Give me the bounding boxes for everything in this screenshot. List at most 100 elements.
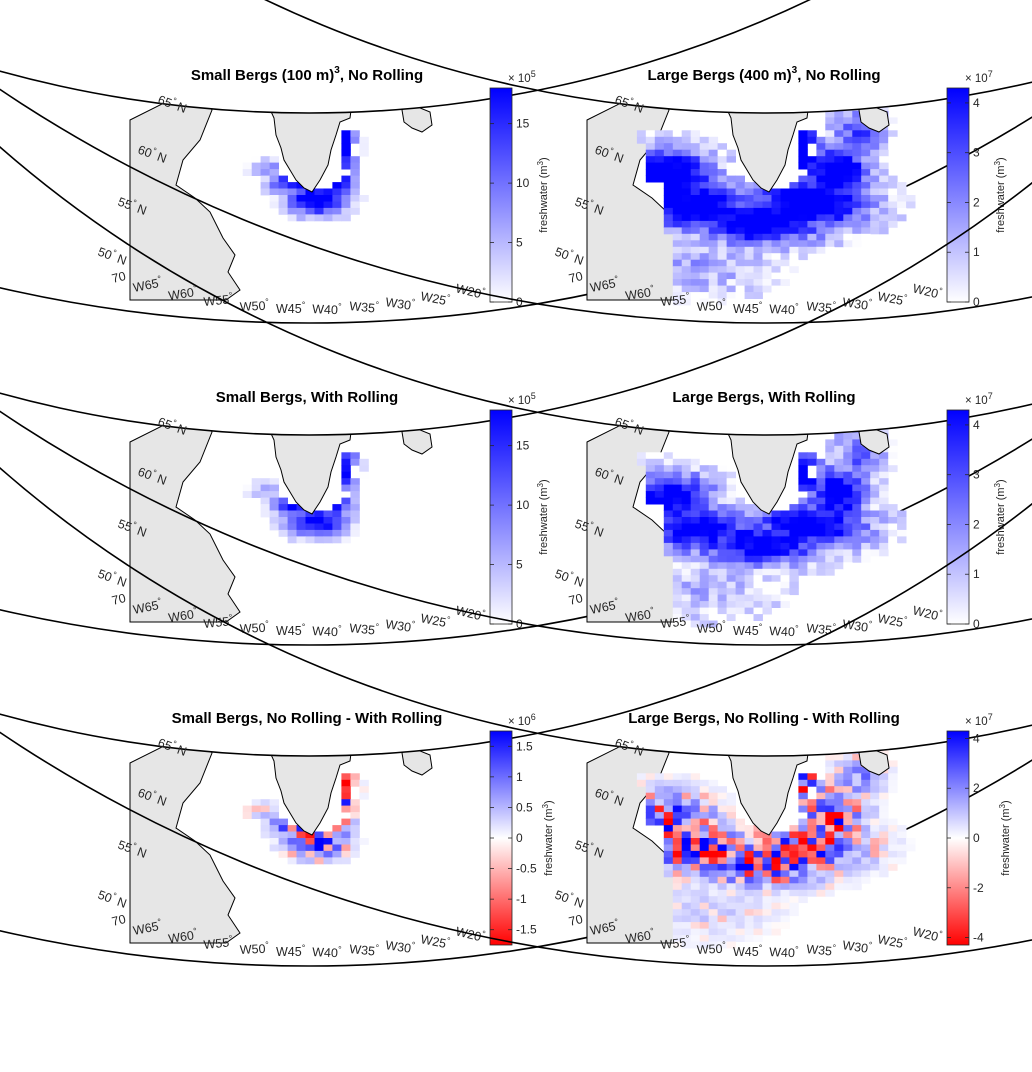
data-cell [681, 818, 692, 826]
data-cell [663, 542, 674, 550]
data-cell [341, 465, 351, 473]
data-cell [843, 175, 853, 183]
data-cell [816, 240, 826, 248]
data-cell [708, 162, 719, 170]
data-cell [744, 523, 754, 531]
data-cell [726, 266, 736, 274]
data-cell [269, 162, 279, 170]
data-cell [726, 175, 736, 183]
data-cell [852, 143, 862, 151]
data-cell [735, 883, 745, 891]
data-cell [699, 504, 710, 511]
data-cell [350, 529, 360, 537]
data-cell [735, 844, 745, 852]
data-cell [798, 568, 808, 576]
data-cell [735, 607, 745, 615]
data-cell [834, 549, 844, 557]
data-cell [825, 517, 835, 524]
data-cell [359, 786, 369, 794]
data-cell [735, 214, 745, 222]
data-cell [708, 549, 719, 557]
lat-label: 60°N [593, 141, 626, 166]
data-cell [699, 863, 710, 871]
panel-title: Large Bergs, No Rolling - With Rolling [628, 710, 900, 727]
data-cell [753, 876, 763, 884]
data-cell [350, 207, 360, 215]
lon-label: 70 [110, 269, 127, 286]
data-cell [807, 889, 817, 897]
data-cell [816, 233, 826, 241]
data-cell [708, 601, 719, 608]
data-cell [870, 227, 880, 235]
data-cell [798, 850, 808, 858]
data-cell [789, 902, 799, 910]
data-cell [645, 491, 656, 498]
data-cell [699, 805, 710, 813]
data-cell [843, 812, 853, 819]
data-cell [359, 792, 369, 800]
data-cell [717, 575, 727, 583]
data-cell [870, 201, 880, 209]
data-cell [744, 246, 754, 254]
data-cell [672, 279, 683, 286]
data-cell [861, 182, 871, 189]
data-cell [798, 227, 808, 235]
data-cell [287, 510, 297, 518]
data-cell [798, 253, 808, 261]
data-cell [843, 850, 853, 858]
data-cell [699, 850, 710, 858]
data-cell [645, 786, 656, 794]
data-cell [690, 870, 701, 878]
data-cell [323, 207, 333, 215]
data-cell [672, 844, 683, 852]
data-cell [672, 876, 683, 884]
data-cell [771, 201, 781, 209]
data-cell [807, 452, 817, 460]
data-cell [879, 773, 889, 781]
data-cell [789, 876, 799, 884]
data-cell [825, 779, 835, 787]
data-cell [323, 838, 333, 845]
data-cell [690, 484, 701, 492]
data-cell [672, 458, 683, 466]
data-cell [753, 857, 763, 865]
data-cell [861, 838, 871, 845]
data-cell [654, 130, 665, 138]
data-cell [278, 838, 288, 845]
data-cell [690, 169, 701, 176]
data-cell [852, 542, 862, 550]
data-cell [296, 517, 306, 524]
data-cell [672, 136, 683, 144]
data-cell [798, 792, 808, 800]
data-cell [681, 601, 692, 608]
data-cell [341, 792, 351, 800]
lat-label: 55°N [116, 193, 149, 218]
data-cell [672, 831, 683, 839]
data-cell [735, 575, 745, 583]
data-cell [888, 207, 898, 215]
data-cell [789, 266, 799, 274]
data-cell [789, 568, 799, 576]
land-greenland [724, 409, 818, 515]
data-cell [753, 220, 763, 228]
data-cell [341, 523, 351, 531]
data-cell [314, 831, 324, 839]
data-cell [807, 240, 817, 248]
data-cell [681, 915, 692, 923]
data-cell [843, 452, 853, 460]
data-cell [717, 812, 727, 819]
data-cell [780, 876, 790, 884]
data-cell [762, 831, 772, 839]
data-cell [305, 207, 315, 215]
data-cell [690, 465, 701, 473]
data-cell [870, 825, 880, 832]
data-cell [681, 935, 692, 942]
data-cell [825, 549, 835, 557]
data-cell [852, 805, 862, 813]
data-cell [843, 484, 853, 492]
data-cell [663, 452, 674, 460]
data-cell [690, 549, 701, 557]
data-cell [798, 156, 808, 164]
data-cell [287, 182, 297, 189]
data-cell [825, 156, 835, 164]
